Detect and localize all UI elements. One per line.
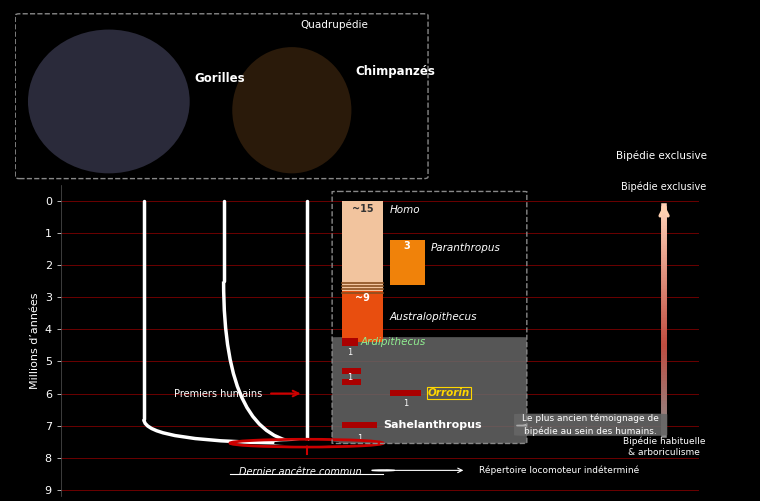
FancyBboxPatch shape xyxy=(390,240,425,285)
Text: 1: 1 xyxy=(347,348,353,357)
FancyBboxPatch shape xyxy=(342,338,358,347)
Text: Dernier ancêtre commun: Dernier ancêtre commun xyxy=(239,467,362,477)
Text: 1: 1 xyxy=(347,373,353,382)
FancyBboxPatch shape xyxy=(342,379,361,385)
Text: Australopithecus: Australopithecus xyxy=(390,312,477,322)
FancyBboxPatch shape xyxy=(342,291,383,342)
Text: Chimpanzés: Chimpanzés xyxy=(356,65,435,78)
FancyBboxPatch shape xyxy=(342,201,383,291)
FancyBboxPatch shape xyxy=(342,368,361,374)
Text: Quadrupédie: Quadrupédie xyxy=(300,19,369,30)
Ellipse shape xyxy=(233,47,351,173)
FancyBboxPatch shape xyxy=(342,422,377,428)
Text: Bipédie exclusive: Bipédie exclusive xyxy=(622,182,707,192)
Text: Ardipithecus: Ardipithecus xyxy=(361,337,426,347)
Text: Gorilles: Gorilles xyxy=(194,72,245,85)
Circle shape xyxy=(274,441,338,445)
Text: 3: 3 xyxy=(404,241,410,252)
Ellipse shape xyxy=(28,30,190,173)
Text: 1: 1 xyxy=(357,433,363,442)
Text: 1: 1 xyxy=(403,399,408,408)
Y-axis label: Millions d’années: Millions d’années xyxy=(30,293,40,389)
Text: Sahelanthropus: Sahelanthropus xyxy=(383,420,482,430)
FancyBboxPatch shape xyxy=(390,390,422,396)
FancyBboxPatch shape xyxy=(332,337,527,443)
Text: Homo: Homo xyxy=(390,204,420,214)
Text: Orrorin: Orrorin xyxy=(428,388,470,398)
Text: Bipédie habituelle
& arboriculisme: Bipédie habituelle & arboriculisme xyxy=(623,437,705,457)
Text: ~15: ~15 xyxy=(352,204,373,214)
Text: Paranthropus: Paranthropus xyxy=(431,243,501,253)
FancyBboxPatch shape xyxy=(514,414,667,436)
Text: ~9: ~9 xyxy=(355,293,370,303)
Text: Répertoire locomoteur indéterminé: Répertoire locomoteur indéterminé xyxy=(479,465,639,475)
Text: Bipédie exclusive: Bipédie exclusive xyxy=(616,150,707,160)
Text: Le plus ancien témoignage de
bipédie au sein des humains.: Le plus ancien témoignage de bipédie au … xyxy=(522,414,659,435)
Text: Premiers humains: Premiers humains xyxy=(173,388,262,398)
Circle shape xyxy=(517,425,527,426)
